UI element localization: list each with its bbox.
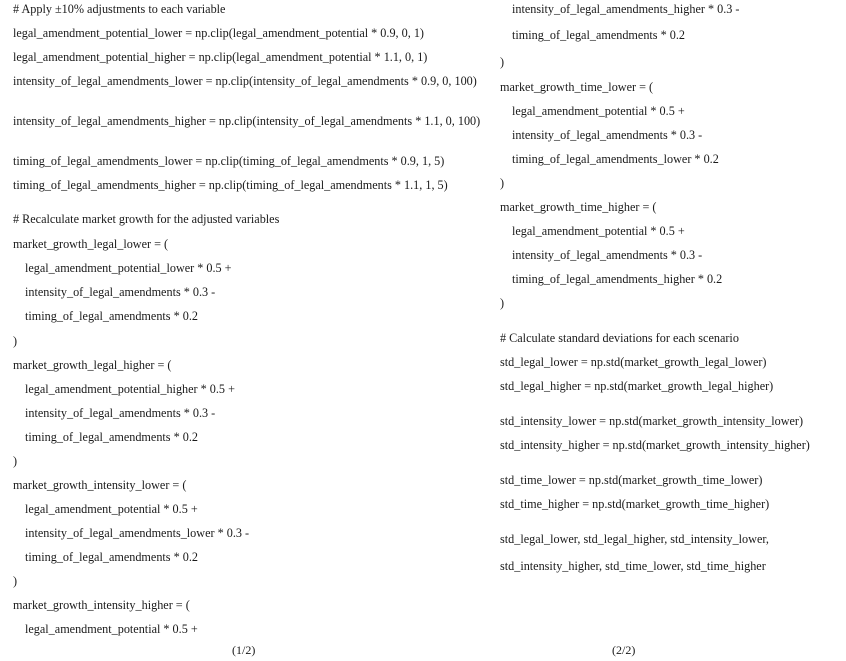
code-line: ) [13, 574, 18, 588]
code-line: legal_amendment_potential_higher * 0.5 + [25, 382, 235, 396]
code-line: ) [13, 454, 18, 468]
code-line: legal_amendment_potential * 0.5 + [25, 502, 198, 516]
code-line: intensity_of_legal_amendments * 0.3 - [512, 128, 703, 142]
code-line: legal_amendment_potential * 0.5 + [25, 622, 198, 636]
code-line: timing_of_legal_amendments_lower = np.cl… [13, 154, 445, 168]
code-line: intensity_of_legal_amendments * 0.3 - [512, 248, 703, 262]
code-line: market_growth_legal_higher = ( [13, 358, 172, 372]
code-line: std_legal_lower = np.std(market_growth_l… [500, 355, 767, 369]
code-line: legal_amendment_potential_lower = np.cli… [13, 26, 424, 40]
code-line: market_growth_time_lower = ( [500, 80, 654, 94]
page-number-left: (1/2) [232, 643, 256, 657]
code-line: market_growth_intensity_higher = ( [13, 598, 190, 612]
code-line: timing_of_legal_amendments * 0.2 [25, 309, 198, 323]
code-comment: # Calculate standard deviations for each… [500, 331, 739, 345]
code-comment: # Apply ±10% adjustments to each variabl… [13, 2, 226, 16]
code-line: std_intensity_higher, std_time_lower, st… [500, 559, 766, 573]
code-line: ) [500, 55, 505, 69]
code-line: legal_amendment_potential_lower * 0.5 + [25, 261, 232, 275]
code-line: market_growth_intensity_lower = ( [13, 478, 187, 492]
code-line: intensity_of_legal_amendments_lower * 0.… [25, 526, 250, 540]
code-line: market_growth_time_higher = ( [500, 200, 657, 214]
code-line: timing_of_legal_amendments * 0.2 [25, 550, 198, 564]
code-line: std_time_lower = np.std(market_growth_ti… [500, 473, 763, 487]
code-line: timing_of_legal_amendments_higher * 0.2 [512, 272, 723, 286]
code-line: ) [500, 296, 505, 310]
code-line: timing_of_legal_amendments_higher = np.c… [13, 178, 448, 192]
code-line: legal_amendment_potential_higher = np.cl… [13, 50, 428, 64]
code-line: std_intensity_lower = np.std(market_grow… [500, 414, 804, 428]
code-line: intensity_of_legal_amendments * 0.3 - [25, 406, 216, 420]
code-line: std_legal_higher = np.std(market_growth_… [500, 379, 774, 393]
code-line: timing_of_legal_amendments * 0.2 [512, 28, 685, 42]
code-line: timing_of_legal_amendments * 0.2 [25, 430, 198, 444]
code-line: std_legal_lower, std_legal_higher, std_i… [500, 532, 769, 546]
code-line: intensity_of_legal_amendments_lower = np… [13, 74, 477, 88]
page-number-right: (2/2) [612, 643, 636, 657]
code-line: timing_of_legal_amendments_lower * 0.2 [512, 152, 719, 166]
code-line: legal_amendment_potential * 0.5 + [512, 104, 685, 118]
code-line: legal_amendment_potential * 0.5 + [512, 224, 685, 238]
code-line: ) [13, 334, 18, 348]
code-line: intensity_of_legal_amendments_higher = n… [13, 114, 481, 128]
code-comment: # Recalculate market growth for the adju… [13, 212, 280, 226]
code-line: intensity_of_legal_amendments * 0.3 - [25, 285, 216, 299]
code-line: ) [500, 176, 505, 190]
code-line: std_intensity_higher = np.std(market_gro… [500, 438, 810, 452]
code-line: intensity_of_legal_amendments_higher * 0… [512, 2, 740, 16]
code-line: market_growth_legal_lower = ( [13, 237, 169, 251]
code-line: std_time_higher = np.std(market_growth_t… [500, 497, 770, 511]
